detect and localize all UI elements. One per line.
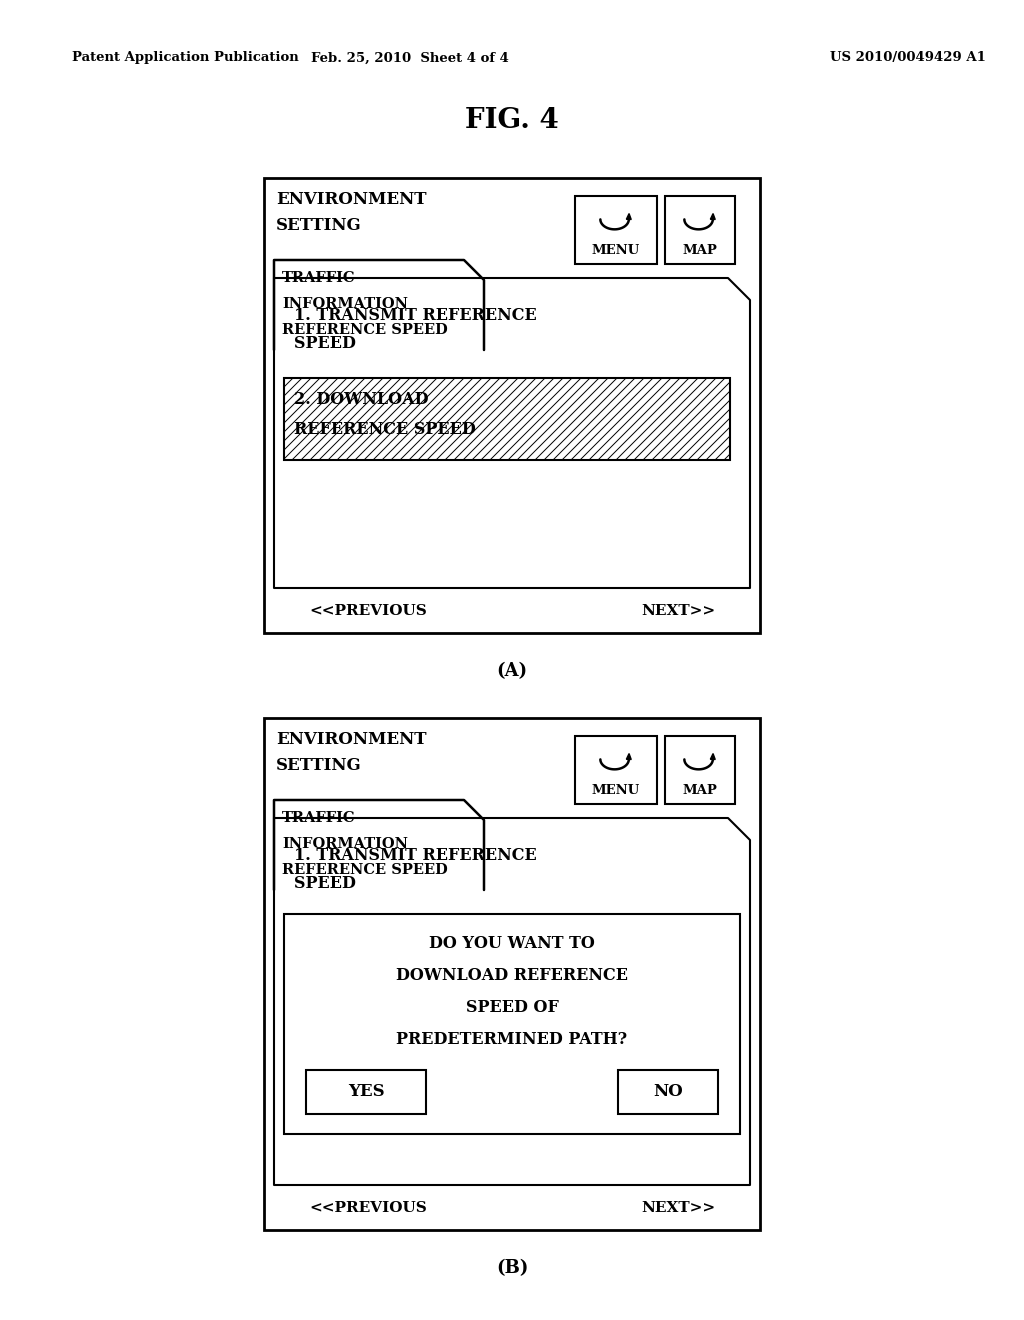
Text: MENU: MENU — [592, 244, 640, 257]
Text: FIG. 4: FIG. 4 — [465, 107, 559, 133]
Polygon shape — [627, 214, 631, 219]
Text: NEXT>>: NEXT>> — [641, 605, 715, 618]
Bar — [575, 195, 657, 264]
Text: (B): (B) — [496, 1259, 528, 1276]
Text: ENVIRONMENT: ENVIRONMENT — [276, 731, 427, 748]
Bar — [665, 737, 735, 804]
Text: NO: NO — [653, 1084, 683, 1101]
Text: YES: YES — [348, 1084, 384, 1101]
Bar — [665, 195, 735, 264]
Text: MAP: MAP — [683, 784, 718, 797]
Bar — [575, 737, 657, 804]
Text: <<PREVIOUS: <<PREVIOUS — [309, 1201, 427, 1214]
Bar — [284, 913, 740, 1134]
Text: <<PREVIOUS: <<PREVIOUS — [309, 605, 427, 618]
Text: MAP: MAP — [683, 244, 718, 257]
Text: US 2010/0049429 A1: US 2010/0049429 A1 — [830, 51, 986, 65]
Text: 1. TRANSMIT REFERENCE: 1. TRANSMIT REFERENCE — [294, 308, 537, 325]
Bar — [284, 378, 730, 459]
Text: TRAFFIC: TRAFFIC — [282, 271, 355, 285]
Bar — [306, 1071, 426, 1114]
Text: PREDETERMINED PATH?: PREDETERMINED PATH? — [396, 1031, 628, 1048]
Bar — [618, 1071, 718, 1114]
Text: ENVIRONMENT: ENVIRONMENT — [276, 191, 427, 209]
Text: SPEED OF: SPEED OF — [466, 999, 558, 1016]
Polygon shape — [627, 754, 631, 759]
Text: (A): (A) — [497, 663, 527, 680]
Text: REFERENCE SPEED: REFERENCE SPEED — [294, 421, 476, 438]
Text: NEXT>>: NEXT>> — [641, 1201, 715, 1214]
Text: 1. TRANSMIT REFERENCE: 1. TRANSMIT REFERENCE — [294, 847, 537, 865]
Text: REFERENCE SPEED: REFERENCE SPEED — [282, 323, 447, 337]
Bar — [264, 178, 760, 634]
Text: SETTING: SETTING — [276, 758, 361, 775]
Text: SETTING: SETTING — [276, 218, 361, 235]
Text: SPEED: SPEED — [294, 875, 356, 892]
Polygon shape — [711, 754, 715, 759]
Text: INFORMATION: INFORMATION — [282, 297, 408, 312]
Text: INFORMATION: INFORMATION — [282, 837, 408, 851]
Text: DO YOU WANT TO: DO YOU WANT TO — [429, 936, 595, 953]
Text: Feb. 25, 2010  Sheet 4 of 4: Feb. 25, 2010 Sheet 4 of 4 — [311, 51, 509, 65]
Text: DOWNLOAD REFERENCE: DOWNLOAD REFERENCE — [396, 968, 628, 985]
Polygon shape — [711, 214, 715, 219]
Bar — [284, 378, 730, 459]
Text: MENU: MENU — [592, 784, 640, 797]
Text: SPEED: SPEED — [294, 335, 356, 352]
Text: TRAFFIC: TRAFFIC — [282, 810, 355, 825]
Text: 2. DOWNLOAD: 2. DOWNLOAD — [294, 392, 428, 408]
Text: Patent Application Publication: Patent Application Publication — [72, 51, 299, 65]
Bar — [264, 718, 760, 1230]
Text: REFERENCE SPEED: REFERENCE SPEED — [282, 863, 447, 876]
